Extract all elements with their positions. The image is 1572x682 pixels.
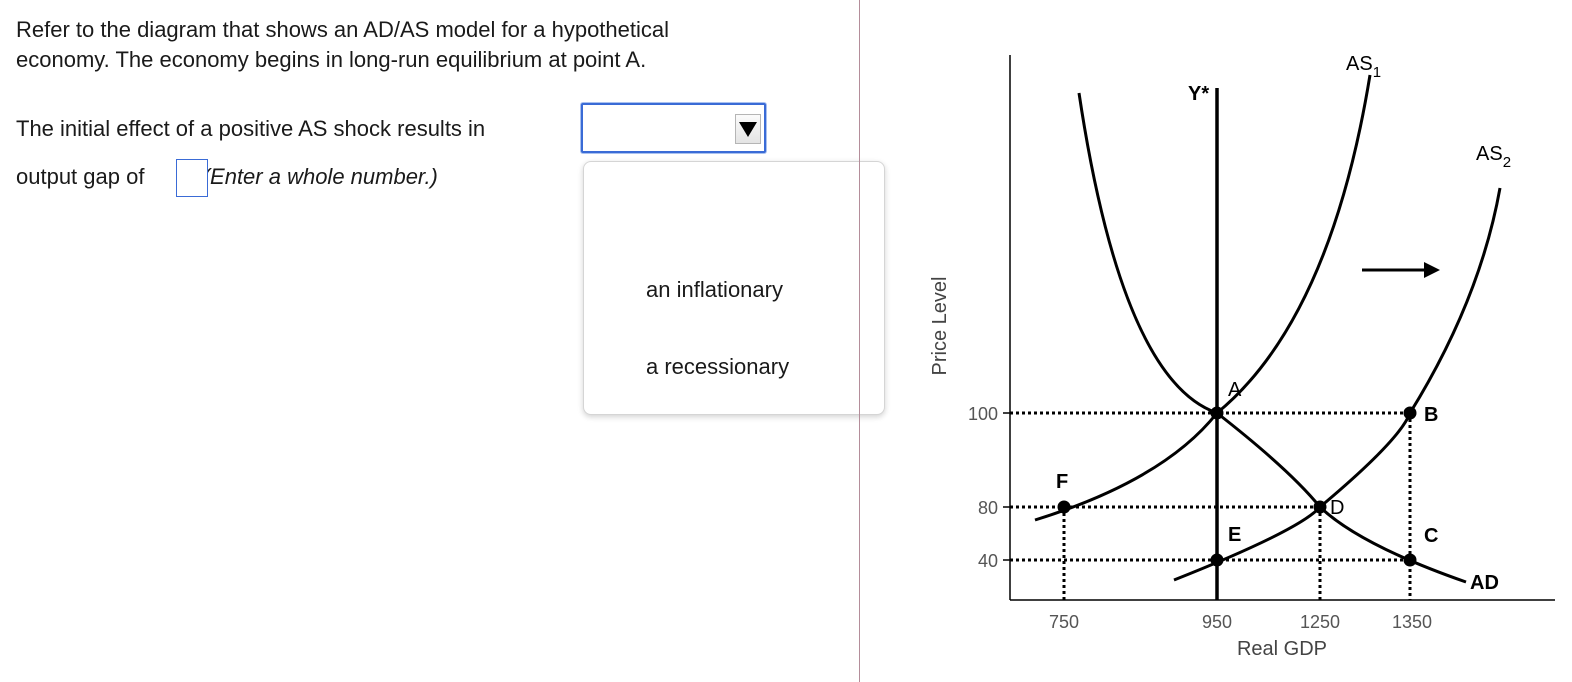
ad-curve xyxy=(1077,92,1467,584)
lras-label: Y* xyxy=(1188,83,1209,105)
dropdown-arrow-icon[interactable] xyxy=(735,114,761,144)
as1-label: AS1 xyxy=(1346,53,1381,81)
point-c xyxy=(1403,553,1417,567)
point-label-a: A xyxy=(1228,379,1242,401)
shift-arrow-head xyxy=(1424,262,1440,278)
option-inflationary[interactable]: an inflationary xyxy=(646,277,783,302)
ad-label: AD xyxy=(1470,572,1499,594)
input-hint: (Enter a whole number.) xyxy=(202,164,438,189)
x-axis-title: Real GDP xyxy=(1237,638,1327,660)
x-tick-950: 950 xyxy=(1202,612,1232,632)
point-b xyxy=(1403,406,1417,420)
point-label-e: E xyxy=(1228,524,1241,546)
as2-curve xyxy=(1173,187,1502,582)
point-label-b: B xyxy=(1424,404,1438,426)
point-label-c: C xyxy=(1424,525,1438,547)
output-gap-input[interactable] xyxy=(176,159,208,197)
x-tick-1250: 1250 xyxy=(1300,612,1340,632)
as1-curve xyxy=(1034,74,1372,522)
y-tick-40: 40 xyxy=(978,551,998,571)
point-label-f: F xyxy=(1056,471,1068,493)
panel-divider xyxy=(859,0,860,682)
point-f xyxy=(1057,500,1071,514)
point-a xyxy=(1210,406,1224,420)
y-tick-80: 80 xyxy=(978,498,998,518)
y-tick-100: 100 xyxy=(968,404,998,424)
question-line-2: economy. The economy begins in long-run … xyxy=(16,47,647,72)
question-line-3: The initial effect of a positive AS shoc… xyxy=(16,116,486,141)
as2-label: AS2 xyxy=(1476,143,1511,171)
answer-select[interactable] xyxy=(581,103,766,153)
option-recessionary[interactable]: a recessionary xyxy=(646,354,790,379)
x-tick-1350: 1350 xyxy=(1392,612,1432,632)
question-line-1: Refer to the diagram that shows an AD/AS… xyxy=(16,17,670,42)
guide-lines xyxy=(1010,411,1412,600)
point-d xyxy=(1313,500,1327,514)
point-label-d: D xyxy=(1330,497,1344,519)
select-dropdown-menu: an inflationary a recessionary xyxy=(583,161,885,415)
point-e xyxy=(1210,553,1224,567)
output-gap-label: output gap of xyxy=(16,164,145,189)
y-axis-title: Price Level xyxy=(929,277,951,376)
x-tick-750: 750 xyxy=(1049,612,1079,632)
